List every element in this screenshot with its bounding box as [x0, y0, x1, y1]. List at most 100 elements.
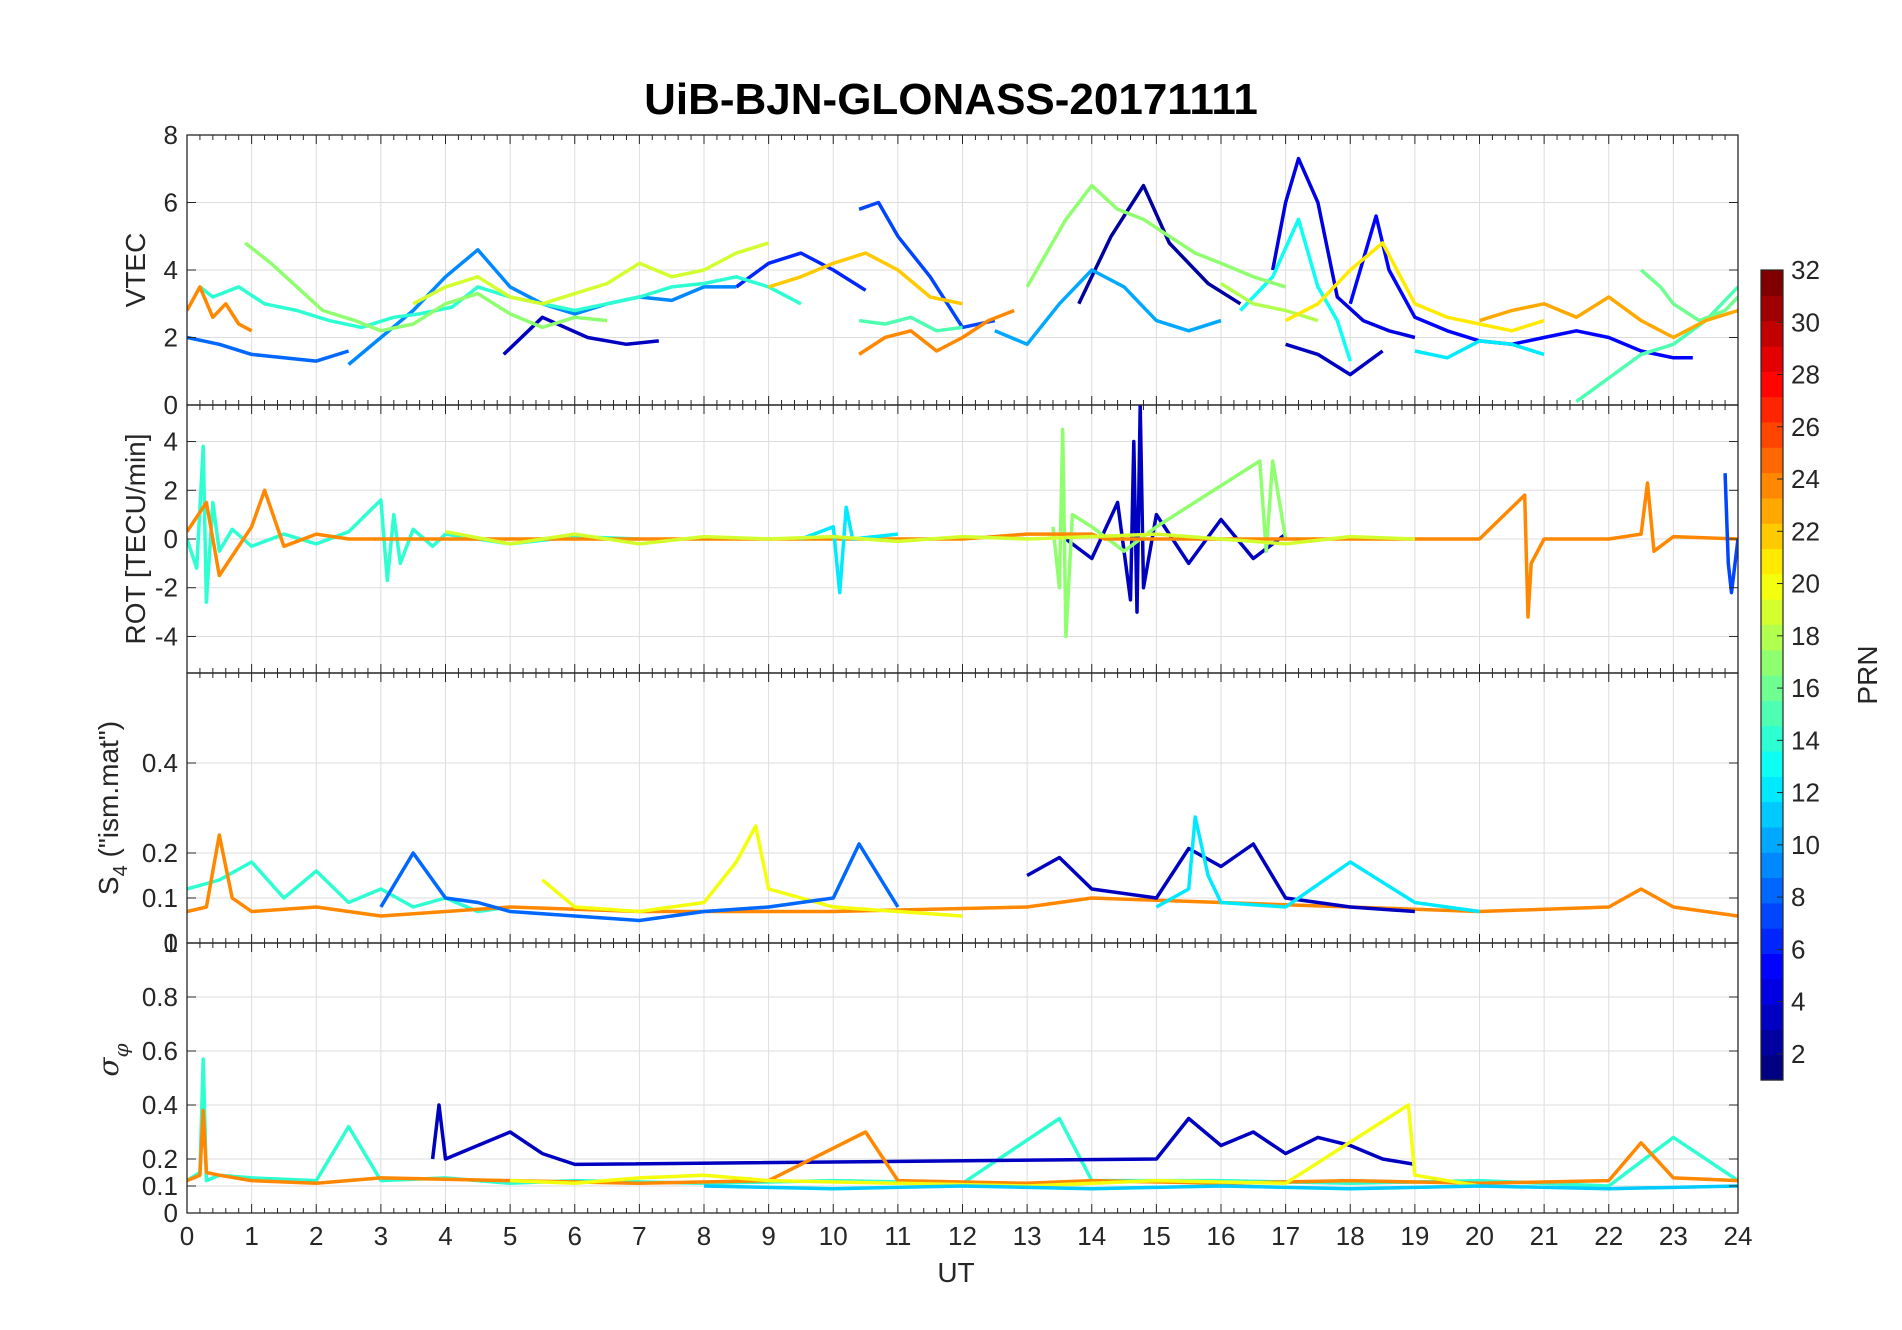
x-tick-label: 11 [884, 1221, 911, 1251]
colorbar-segment [1761, 877, 1783, 904]
series-line-prn-3 [1058, 405, 1287, 614]
colorbar-segment [1761, 1054, 1783, 1081]
series-line-prn-5 [1348, 214, 1693, 360]
series-line-prn-4 [1270, 156, 1416, 340]
y-tick-label: 0.8 [142, 982, 178, 1012]
x-tick-label: 22 [1594, 1221, 1623, 1251]
colorbar-segment [1761, 472, 1783, 499]
x-tick-label: 13 [1013, 1221, 1042, 1251]
series-line-prn-17 [244, 241, 608, 333]
colorbar-tick-label: 8 [1791, 882, 1805, 912]
series-line-prn-24 [858, 308, 1015, 356]
colorbar-tick-label: 20 [1791, 569, 1820, 599]
series-line-prn-8 [379, 842, 900, 923]
series-group [187, 156, 1738, 404]
colorbar-segment [1761, 573, 1783, 600]
series-line-prn-10 [994, 268, 1222, 347]
colorbar-tick-label: 4 [1791, 987, 1805, 1017]
x-tick-label: 16 [1207, 1221, 1236, 1251]
colorbar-frame [1760, 269, 1784, 1081]
x-axis-label: UT [937, 1257, 974, 1288]
series-line-prn-24 [187, 833, 1738, 918]
colorbar-tick-label: 12 [1791, 778, 1820, 808]
x-tick-label: 3 [374, 1221, 388, 1251]
y-tick-label: 0.1 [142, 1171, 178, 1201]
x-tick-label: 9 [761, 1221, 775, 1251]
colorbar-segment [1761, 497, 1783, 524]
y-tick-label: 0 [164, 1198, 178, 1228]
x-tick-label: 0 [180, 1221, 194, 1251]
y-tick-label: 2 [164, 475, 178, 505]
y-tick-label: 0.6 [142, 1036, 178, 1066]
colorbar-segment [1761, 447, 1783, 474]
y-tick-label: 8 [164, 120, 178, 150]
colorbar-tick-label: 18 [1791, 621, 1820, 651]
colorbar-segment [1761, 776, 1783, 803]
colorbar-tick-label: 16 [1791, 673, 1820, 703]
y-axis-label: VTEC [120, 233, 151, 308]
colorbar-tick-label: 26 [1791, 412, 1820, 442]
series-line-prn-15 [858, 315, 963, 333]
x-tick-label: 7 [632, 1221, 646, 1251]
series-line-prn-9 [347, 248, 737, 366]
y-axis-label: ROT [TECU/min] [120, 433, 151, 644]
series-line-prn-20 [510, 1103, 1480, 1188]
series-line-prn-23 [1478, 295, 1738, 340]
colorbar-tick-label: 32 [1791, 255, 1820, 285]
series-line-prn-3 [1285, 342, 1384, 377]
colorbar-segment [1761, 523, 1783, 550]
colorbar-tick-label: 30 [1791, 307, 1820, 337]
y-tick-label: 0 [164, 524, 178, 554]
y-tick-label: 0 [164, 390, 178, 420]
colorbar-segment [1761, 902, 1783, 929]
series-line-prn-20 [541, 824, 963, 918]
colorbar-segment [1761, 953, 1783, 980]
series-line-prn-6 [735, 251, 867, 292]
colorbar-segment [1761, 1029, 1783, 1056]
series-line-prn-7 [1723, 473, 1738, 595]
colorbar-segment [1761, 928, 1783, 955]
series-line-prn-13 [1239, 217, 1352, 362]
colorbar-tick-label: 24 [1791, 464, 1820, 494]
series-line-prn-24 [187, 285, 253, 333]
y-tick-label: 6 [164, 188, 178, 218]
series-line-prn-12 [1414, 339, 1545, 360]
series-line-prn-14 [198, 275, 802, 330]
y-tick-label: 0 [164, 928, 178, 958]
series-line-prn-3 [502, 315, 659, 356]
colorbar-segment [1761, 345, 1783, 372]
chart-title: UiB-BJN-GLONASS-20171111 [644, 75, 1258, 124]
panel-s4: 0 0.1 0.2 0.4 S4 ("ism.mat") [93, 672, 1739, 958]
x-tick-label: 8 [697, 1221, 711, 1251]
x-tick-label: 5 [503, 1221, 517, 1251]
series-line-prn-14 [187, 444, 640, 605]
x-tick-label: 6 [568, 1221, 582, 1251]
y-axis-label: S4 ("ism.mat") [93, 721, 132, 895]
y-tick-label: -2 [155, 573, 178, 603]
x-tick-label: 1 [244, 1221, 258, 1251]
panel-vtec: 0 2 4 6 8 VTEC [120, 120, 1739, 420]
y-tick-label: 0.1 [142, 883, 178, 913]
colorbar-tick-label: 10 [1791, 830, 1820, 860]
y-axis-label: σφ [92, 1043, 133, 1076]
x-tick-label: 10 [819, 1221, 848, 1251]
series-line-prn-11 [703, 1184, 1738, 1191]
panel-rot: -4 -2 0 2 4 ROT [TECU/min] [120, 404, 1739, 674]
colorbar-tick-label: 28 [1791, 360, 1820, 390]
series-line-prn-19 [445, 529, 1415, 546]
colorbar-segment [1761, 548, 1783, 575]
colorbar-segment [1761, 725, 1783, 752]
series-line-prn-14 [187, 860, 511, 914]
series-group [187, 1057, 1738, 1191]
y-tick-label: 1 [164, 928, 178, 958]
x-tick-label: 20 [1465, 1221, 1494, 1251]
colorbar-segment [1761, 270, 1783, 296]
y-tick-label: 0.4 [142, 748, 178, 778]
colorbar-segment [1761, 1004, 1783, 1030]
colorbar-segment [1761, 320, 1783, 347]
series-group [187, 405, 1738, 639]
